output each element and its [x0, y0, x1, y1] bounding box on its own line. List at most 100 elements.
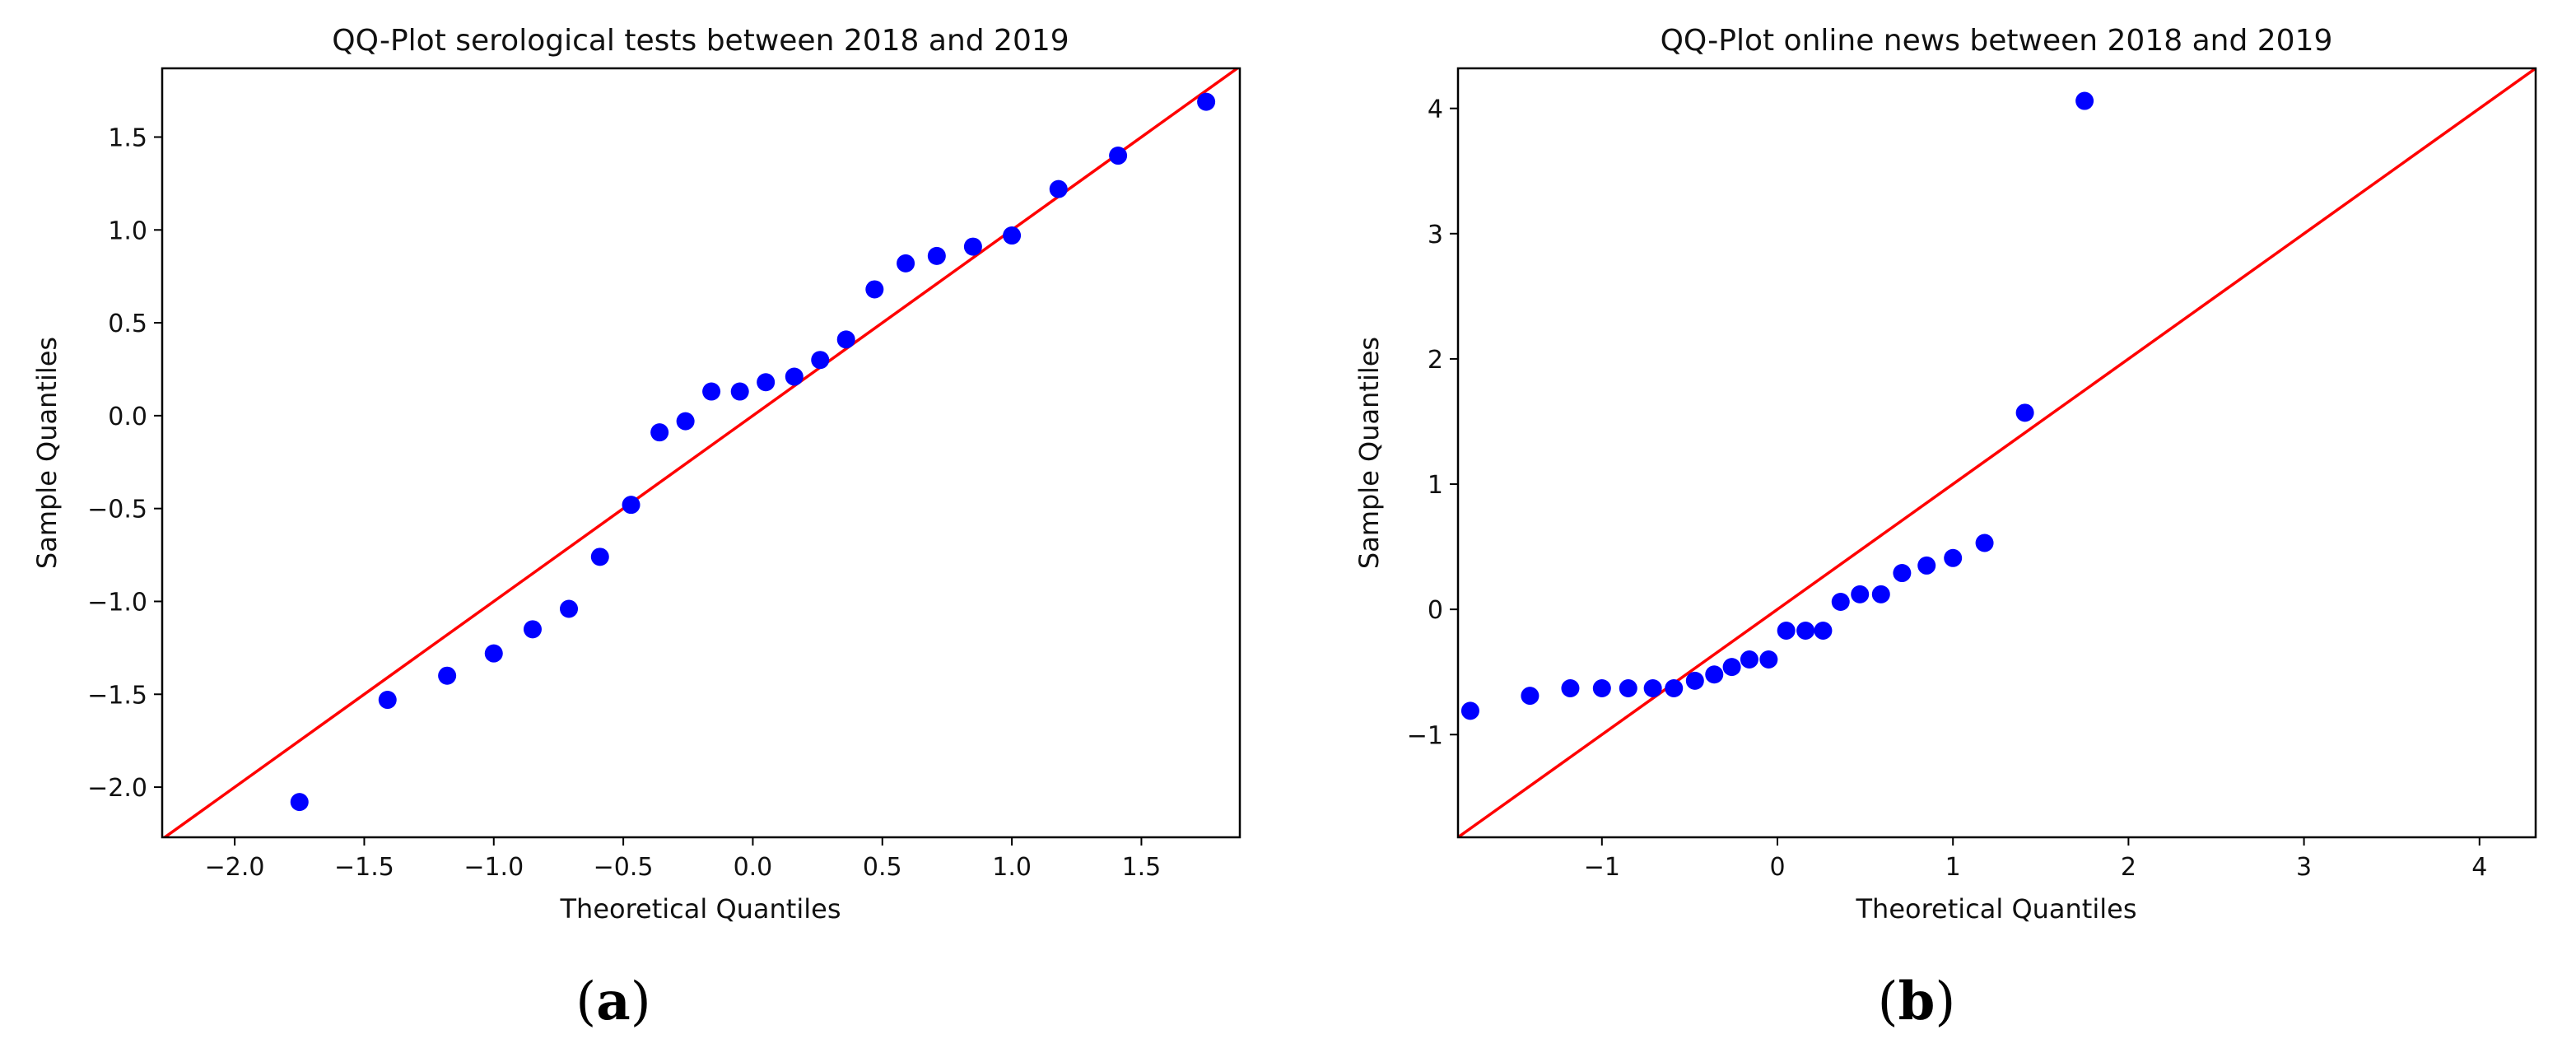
- chart-a-point: [702, 382, 721, 401]
- chart-b-point: [1831, 593, 1850, 612]
- chart-b-point: [1851, 585, 1870, 603]
- chart-b-point: [1759, 650, 1778, 669]
- chart-a-ylabel: Sample Quantiles: [31, 337, 63, 569]
- chart-b-xlabel: Theoretical Quantiles: [1856, 893, 2137, 925]
- chart-a-y-axis: −2.0 −1.5 −1.0 −0.5 0.0 0.5 1.0 1.5: [87, 123, 162, 803]
- chart-b-reference-line: [1458, 68, 2536, 837]
- chart-b-x-tick-label: −1: [1584, 853, 1620, 882]
- chart-a-point: [785, 367, 804, 386]
- chart-b-point: [1561, 678, 1580, 697]
- chart-b-points: [1460, 91, 2094, 720]
- chart-b-point: [1665, 678, 1684, 697]
- chart-a-x-axis: −2.0 −1.5 −1.0 −0.5 0.0 0.5 1.0 1.5: [205, 837, 1162, 882]
- chart-a-y-tick-label: −1.5: [87, 681, 147, 710]
- chart-b-y-tick-label: −1: [1407, 721, 1443, 750]
- chart-a-frame: [161, 67, 1241, 839]
- chart-a-x-tick-label: 1.0: [992, 853, 1032, 882]
- chart-b-point: [1796, 622, 1815, 641]
- panel-label-a: (a): [575, 971, 650, 1032]
- chart-b-y-axis: −1 0 1 2 3 4: [1407, 96, 1458, 750]
- chart-a-point: [865, 280, 884, 299]
- chart-b-point: [2015, 403, 2034, 422]
- chart-a-point: [438, 666, 457, 685]
- chart-a-y-tick-label: 0.0: [108, 403, 147, 431]
- chart-a-point: [560, 599, 579, 618]
- chart-a-point: [811, 351, 830, 370]
- chart-a-point: [897, 254, 915, 273]
- chart-a: QQ-Plot serological tests between 2018 a…: [31, 24, 1241, 925]
- chart-b-x-tick-label: 1: [1945, 853, 1961, 882]
- chart-a-point: [963, 237, 982, 256]
- chart-a-point: [1049, 179, 1068, 198]
- chart-b-y-tick-label: 4: [1428, 96, 1443, 124]
- chart-a-x-tick-label: −1.5: [334, 853, 394, 882]
- chart-a-point: [650, 423, 669, 442]
- chart-a-x-tick-label: −1.0: [463, 853, 524, 882]
- chart-a-point: [836, 330, 855, 349]
- chart-b-point: [1871, 585, 1890, 603]
- chart-a-point: [290, 793, 309, 812]
- chart-a-point: [523, 620, 542, 639]
- chart-a-point: [1109, 147, 1128, 165]
- chart-a-y-tick-label: −2.0: [87, 774, 147, 803]
- chart-a-point: [1197, 92, 1216, 111]
- chart-b-point: [1521, 687, 1540, 706]
- chart-a-point: [1003, 226, 1022, 245]
- chart-a-y-tick-label: −0.5: [87, 496, 147, 524]
- panel-b-close: ): [1935, 971, 1955, 1032]
- chart-a-point: [590, 547, 609, 566]
- chart-b-point: [1814, 622, 1833, 641]
- panel-a-letter: a: [596, 971, 630, 1032]
- panel-label-b: (b): [1878, 971, 1956, 1032]
- chart-b-x-tick-label: 3: [2296, 853, 2312, 882]
- chart-a-point: [927, 246, 946, 265]
- chart-a-x-tick-label: 0.0: [734, 853, 773, 882]
- chart-b-x-tick-label: 2: [2121, 853, 2136, 882]
- chart-b-x-tick-label: 4: [2471, 853, 2487, 882]
- chart-a-x-tick-label: −0.5: [594, 853, 654, 882]
- panel-a-open: (: [575, 971, 596, 1032]
- chart-a-x-tick-label: 0.5: [863, 853, 902, 882]
- chart-a-y-tick-label: 0.5: [108, 310, 147, 338]
- chart-a-point: [622, 496, 641, 515]
- chart-a-title: QQ-Plot serological tests between 2018 a…: [332, 24, 1069, 58]
- chart-b-point: [1643, 678, 1662, 697]
- chart-b-point: [1944, 548, 1963, 567]
- chart-b-point: [1740, 650, 1758, 669]
- chart-b-point: [1893, 564, 1912, 583]
- chart-b-point: [1619, 678, 1637, 697]
- chart-b-point: [1975, 533, 1994, 552]
- chart-b-point: [1685, 671, 1704, 690]
- chart-b-y-tick-label: 3: [1428, 221, 1443, 249]
- chart-b-point: [2075, 91, 2094, 110]
- chart-a-point: [378, 691, 397, 710]
- panel-b-letter: b: [1898, 971, 1935, 1032]
- chart-b-x-tick-label: 0: [1769, 853, 1785, 882]
- chart-b-point: [1722, 658, 1741, 677]
- chart-b-title: QQ-Plot online news between 2018 and 201…: [1661, 24, 2333, 58]
- chart-b-point: [1592, 678, 1611, 697]
- chart-a-y-tick-label: −1.0: [87, 588, 147, 617]
- panel-a-close: ): [631, 971, 651, 1032]
- chart-b-point: [1917, 556, 1936, 575]
- chart-a-xlabel: Theoretical Quantiles: [560, 893, 841, 925]
- chart-b-point: [1460, 701, 1479, 720]
- chart-a-y-tick-label: 1.0: [108, 217, 147, 245]
- panel-b-open: (: [1878, 971, 1898, 1032]
- chart-b-point: [1705, 665, 1724, 684]
- chart-a-point: [757, 373, 776, 392]
- chart-a-x-tick-label: −2.0: [205, 853, 265, 882]
- chart-b: QQ-Plot online news between 2018 and 201…: [1353, 24, 2537, 925]
- chart-a-point: [676, 412, 695, 431]
- chart-a-point: [730, 382, 749, 401]
- chart-b-reference-line-group: [1458, 68, 2536, 837]
- chart-b-y-tick-label: 1: [1428, 471, 1443, 500]
- chart-b-point: [1777, 622, 1796, 641]
- chart-b-frame: [1456, 67, 2537, 839]
- chart-a-y-tick-label: 1.5: [108, 123, 147, 152]
- chart-a-x-tick-label: 1.5: [1122, 853, 1162, 882]
- chart-a-point: [484, 644, 503, 663]
- chart-a-points: [290, 92, 1216, 812]
